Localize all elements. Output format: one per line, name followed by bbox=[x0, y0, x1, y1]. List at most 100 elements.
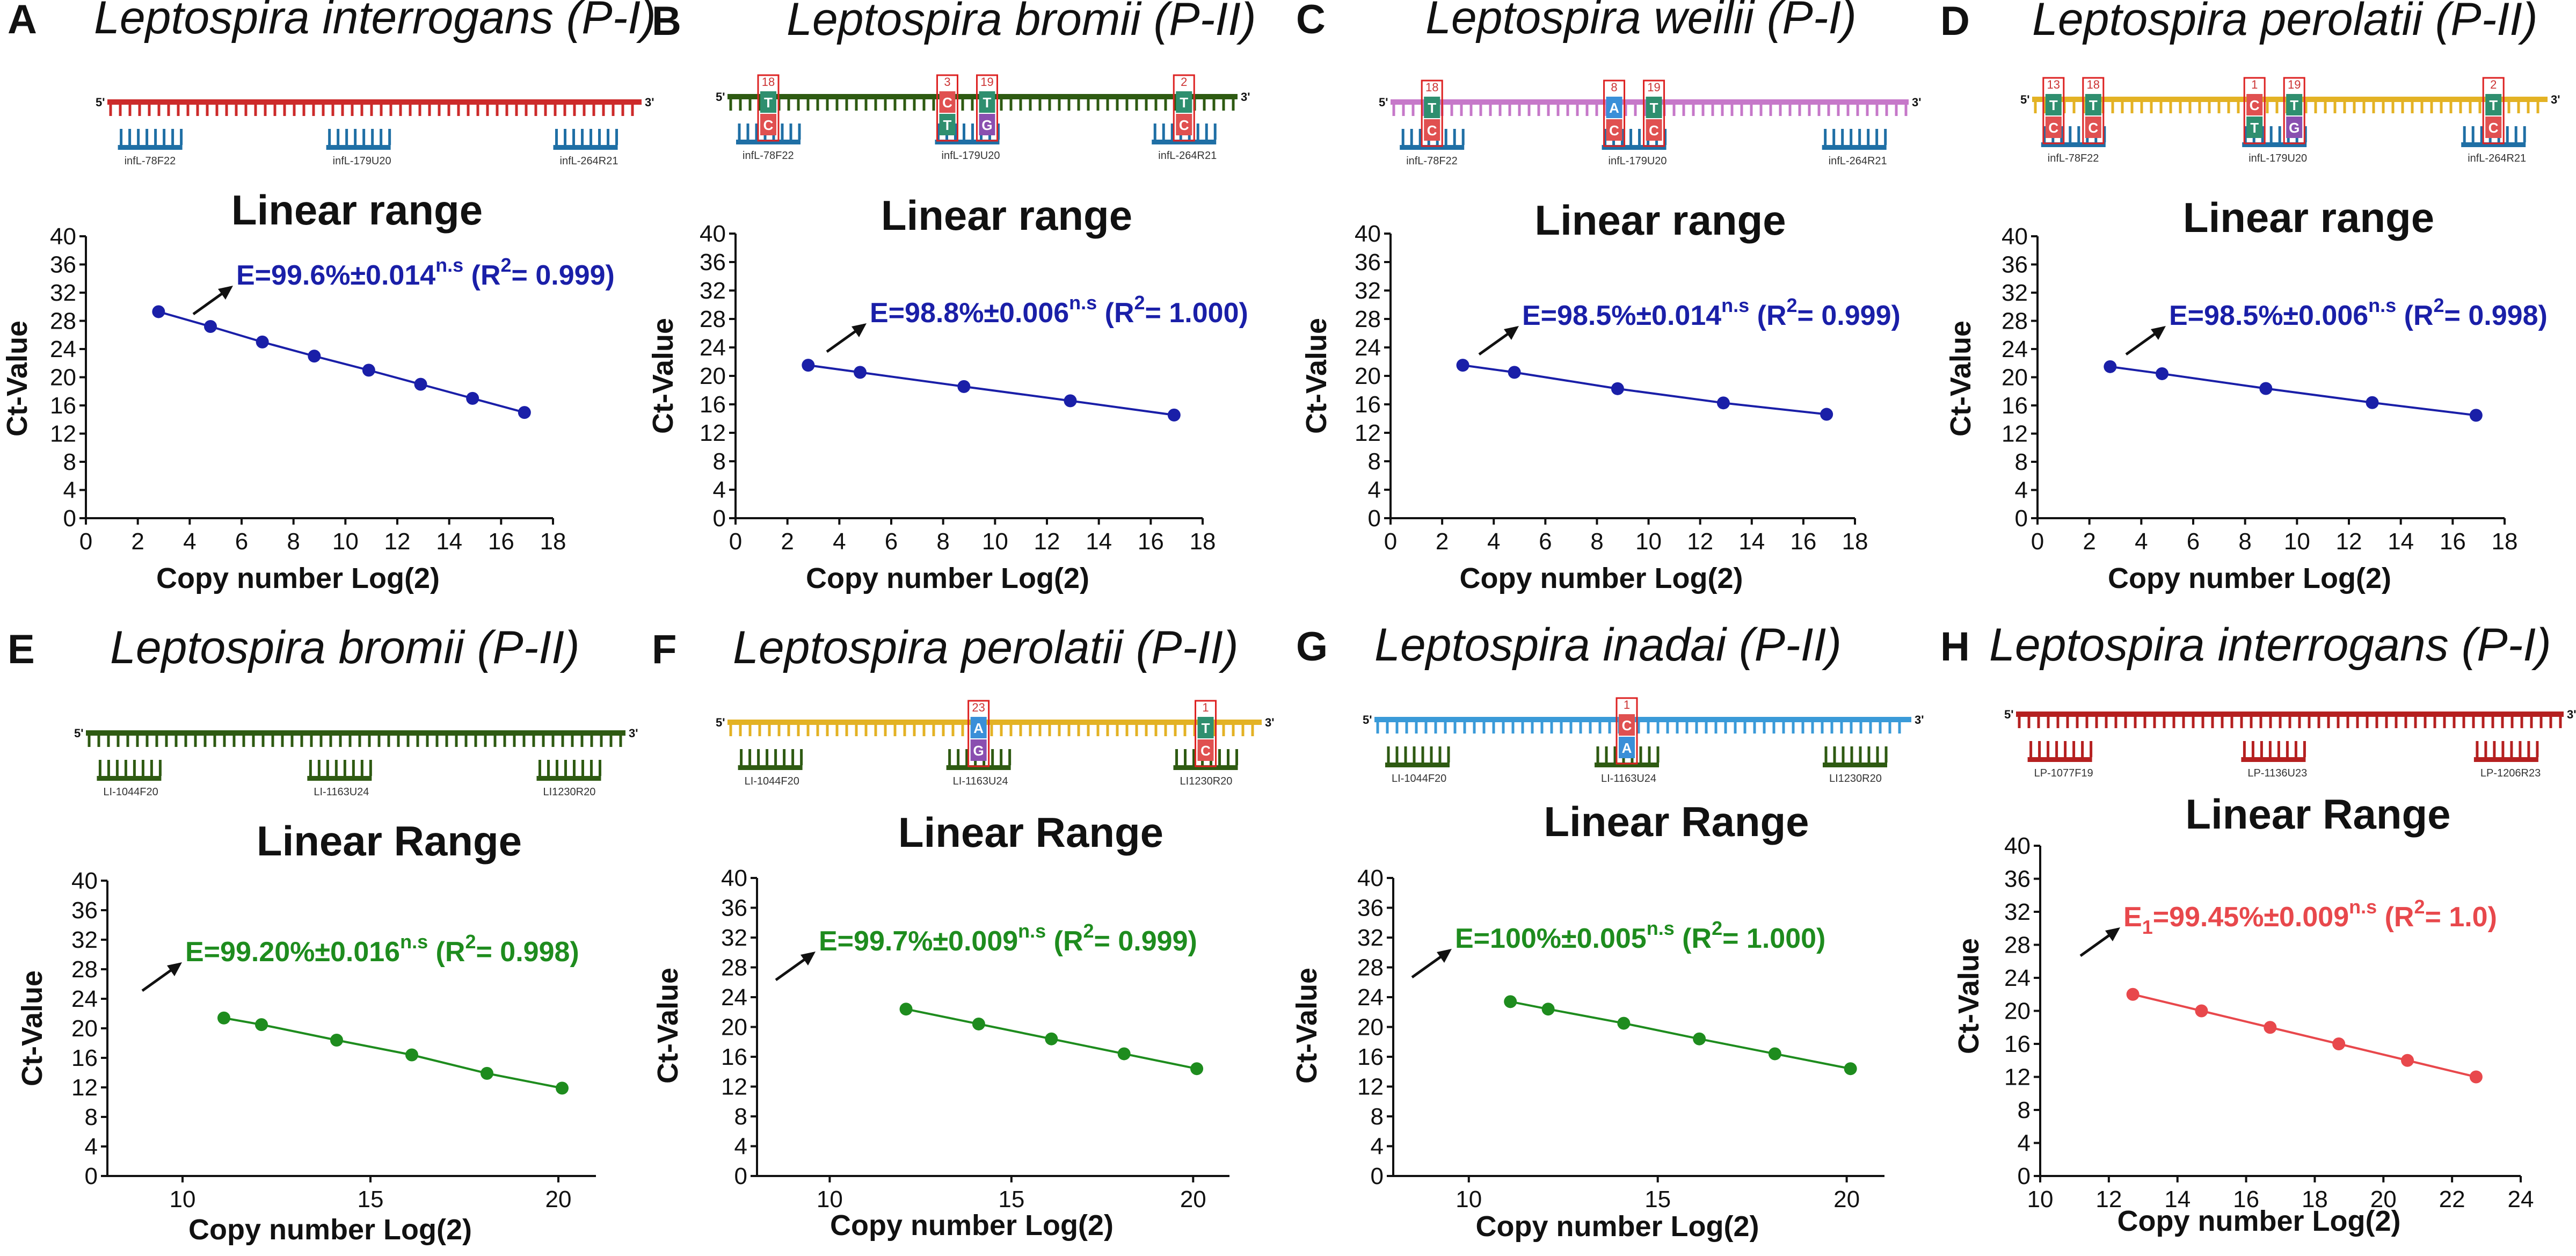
x-tick-label: 14 bbox=[1738, 528, 1765, 555]
y-tick-label: 36 bbox=[71, 897, 98, 924]
data-point bbox=[255, 1018, 268, 1032]
mismatch-box bbox=[1173, 74, 1195, 142]
mismatch-box bbox=[1603, 79, 1626, 147]
panel-label: C bbox=[1296, 0, 1326, 42]
data-point bbox=[1190, 1062, 1204, 1076]
y-axis-label: Ct-Value bbox=[1953, 938, 1985, 1054]
chart-title: Linear range bbox=[2183, 194, 2434, 241]
panel-label: A bbox=[8, 0, 37, 42]
mismatch-position: 19 bbox=[2288, 78, 2301, 91]
x-tick-label: 6 bbox=[885, 528, 898, 555]
y-tick-label: 32 bbox=[721, 925, 747, 951]
chart-title: Linear range bbox=[1534, 197, 1786, 244]
y-tick-label: 40 bbox=[700, 221, 726, 247]
y-tick-label: 12 bbox=[700, 420, 726, 446]
mismatch-marker: 18 TC bbox=[757, 74, 780, 142]
primer-name: LI1230R20 bbox=[543, 786, 595, 798]
x-tick-label: 10 bbox=[2027, 1186, 2054, 1213]
data-point bbox=[1716, 396, 1730, 410]
mismatch-top-base bbox=[979, 91, 995, 113]
data-point bbox=[518, 406, 531, 419]
y-tick-label: 0 bbox=[1371, 1163, 1384, 1189]
three-prime-end: 3' bbox=[2567, 708, 2576, 721]
primer-bar bbox=[118, 145, 183, 150]
mismatch-marker: 1 CT bbox=[2243, 77, 2266, 144]
arrow-head bbox=[1504, 326, 1519, 340]
data-point bbox=[2195, 1004, 2208, 1018]
mismatch-top-base bbox=[970, 717, 987, 738]
mismatch-bottom-letter: T bbox=[943, 117, 952, 133]
primer-name: LI-1044F20 bbox=[103, 786, 158, 798]
three-prime-end: 3' bbox=[1265, 716, 1274, 729]
x-tick-label: 15 bbox=[1644, 1186, 1671, 1213]
x-tick-label: 20 bbox=[545, 1186, 572, 1213]
x-tick-label: 6 bbox=[1539, 528, 1552, 555]
primer-3: infL-264R21 2 TC bbox=[1152, 74, 1217, 162]
mismatch-top-letter: T bbox=[1202, 720, 1210, 736]
data-point bbox=[330, 1034, 343, 1047]
data-point bbox=[899, 1003, 913, 1016]
mismatch-bottom-letter: T bbox=[2250, 120, 2259, 136]
mismatch-bottom-letter: C bbox=[2048, 120, 2058, 136]
y-tick-label: 0 bbox=[2018, 1163, 2031, 1189]
mismatch-top-base bbox=[1424, 97, 1440, 118]
x-tick-label: 18 bbox=[2302, 1186, 2328, 1213]
primer-2: infL-179U20 bbox=[326, 129, 391, 167]
y-tick-label: 0 bbox=[85, 1163, 98, 1189]
data-point bbox=[556, 1081, 569, 1095]
y-axis-label: Ct-Value bbox=[1945, 321, 1977, 437]
x-axis-label: Copy number Log(2) bbox=[1460, 562, 1743, 594]
x-tick-label: 18 bbox=[540, 528, 566, 555]
primer-bar bbox=[97, 776, 162, 781]
dna-strand bbox=[1374, 717, 1911, 722]
mismatch-position: 1 bbox=[2251, 78, 2258, 91]
mismatch-marker: 1 TC bbox=[1195, 700, 1217, 767]
y-tick-label: 28 bbox=[721, 955, 747, 981]
y-tick-label: 8 bbox=[1371, 1103, 1384, 1130]
primer-3: LI1230R20 bbox=[536, 760, 601, 798]
y-tick-label: 0 bbox=[2015, 505, 2028, 532]
x-tick-label: 10 bbox=[2284, 528, 2310, 555]
y-axis-label: Ct-Value bbox=[16, 970, 48, 1086]
x-tick-label: 10 bbox=[332, 528, 359, 555]
y-tick-label: 20 bbox=[2004, 998, 2031, 1025]
primer-bar bbox=[1173, 765, 1238, 770]
primer-name: infL-264R21 bbox=[1158, 150, 1217, 162]
mismatch-top-letter: T bbox=[2049, 97, 2058, 113]
data-point bbox=[308, 350, 321, 363]
x-tick-label: 10 bbox=[170, 1186, 196, 1213]
arrow-head bbox=[852, 323, 867, 337]
mismatch-bottom-letter: C bbox=[1427, 122, 1437, 139]
five-prime-end: 5' bbox=[1363, 713, 1372, 727]
y-tick-label: 12 bbox=[1355, 420, 1381, 446]
y-tick-label: 16 bbox=[1355, 391, 1381, 418]
mismatch-marker: 19 TG bbox=[976, 74, 998, 142]
y-tick-label: 40 bbox=[71, 868, 98, 894]
y-tick-label: 8 bbox=[2018, 1097, 2031, 1123]
primer-1: infL-78F22 18 TC bbox=[1400, 79, 1465, 167]
y-tick-label: 8 bbox=[63, 449, 76, 475]
data-point bbox=[1844, 1062, 1857, 1076]
mismatch-box bbox=[1616, 697, 1638, 765]
data-point bbox=[2469, 1070, 2483, 1084]
mismatch-box bbox=[936, 74, 958, 142]
data-point bbox=[1508, 366, 1521, 379]
x-axis-label: Copy number Log(2) bbox=[2108, 562, 2391, 594]
five-prime-end: 5' bbox=[96, 96, 105, 109]
chart-H: Linear Range 0 4 8 12 16 20 24 28 32 36 40 10 12 14 16 1… bbox=[1953, 790, 2534, 1237]
y-tick-label: 28 bbox=[1357, 955, 1384, 981]
x-tick-label: 16 bbox=[2233, 1186, 2259, 1213]
mismatch-bottom-base bbox=[1646, 119, 1662, 141]
y-tick-label: 40 bbox=[1355, 221, 1381, 247]
mismatch-top-letter: C bbox=[2250, 97, 2260, 113]
panel-title: Leptospira bromii (P-II) bbox=[787, 0, 1256, 45]
chart-G: Linear Range 0 4 8 12 16 20 24 28 32 36 40 10 15 20 Cop… bbox=[1291, 798, 1884, 1243]
mismatch-top-base bbox=[1197, 717, 1214, 738]
three-prime-end: 3' bbox=[2551, 93, 2560, 106]
data-point bbox=[1541, 1003, 1555, 1016]
data-point bbox=[1693, 1032, 1706, 1046]
arrow-head bbox=[801, 952, 816, 965]
y-tick-label: 28 bbox=[1355, 306, 1381, 332]
y-tick-label: 36 bbox=[700, 249, 726, 275]
